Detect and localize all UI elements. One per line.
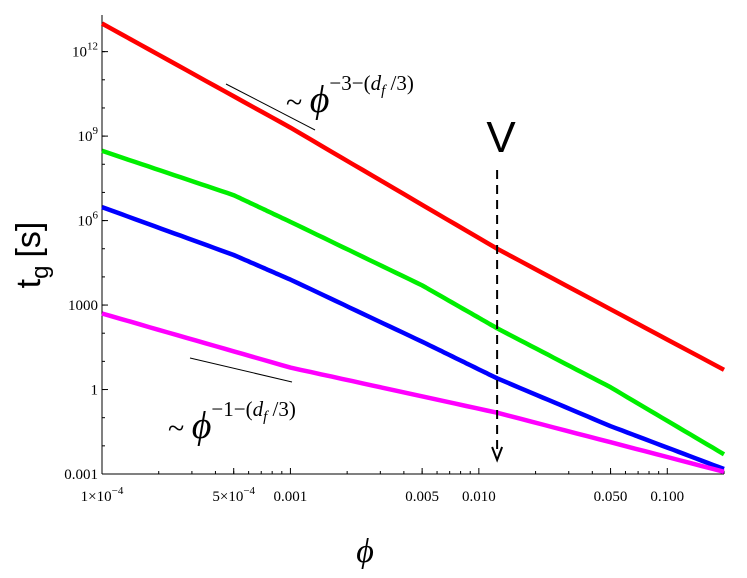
lower-slope-exponent-var: d [253, 397, 264, 421]
x-tick-label: 0.010 [462, 489, 496, 505]
series-line-3 [101, 204, 725, 472]
upper-slope-annotation: ~ ϕ−3−(df /3) [286, 71, 414, 121]
y-tick-label: 109 [78, 125, 99, 145]
y-tick-label: 1000 [68, 298, 98, 314]
x-tick-label-sup: −4 [112, 485, 124, 497]
y-tick-label-text: 10 [78, 129, 93, 145]
lower-slope-exponent: −1−( [211, 397, 252, 421]
x-tick-label-text: 1×10 [81, 489, 112, 505]
upper-slope-exponent-sub: f [381, 83, 387, 99]
series-line-2 [101, 148, 726, 457]
x-axis-ticks: 1×10−4 5×10−4 0.001 0.005 0.010 0.050 0.100 [81, 468, 725, 505]
y-tick-label-sup: 12 [87, 41, 98, 53]
x-tick-label-sup: −4 [243, 485, 255, 497]
lower-slope-exponent-sub: f [263, 409, 269, 425]
x-tick-label: 0.005 [405, 489, 439, 505]
x-tick-label-text: 0.100 [650, 489, 684, 505]
x-tick-label: 0.001 [274, 489, 308, 505]
x-tick-label: 5×10−4 [212, 485, 255, 505]
y-tick-label: 1 [91, 383, 99, 399]
x-tick-label-text: 0.050 [594, 489, 628, 505]
lower-slope-prefix: ~ [168, 412, 192, 445]
x-tick-label: 0.100 [650, 489, 684, 505]
marker-label: V [486, 113, 516, 162]
y-tick-label-sup: 6 [93, 210, 99, 222]
upper-slope-exponent: −3−( [329, 71, 370, 95]
x-tick-label-text: 0.010 [462, 489, 496, 505]
upper-slope-symbol: ϕ [310, 79, 330, 121]
y-axis-title-unit: [s] [10, 222, 48, 258]
x-tick-label: 1×10−4 [81, 485, 124, 505]
marker-arrowhead [491, 446, 504, 463]
x-tick-label-text: 5×10 [212, 489, 243, 505]
series-line-4 [101, 311, 725, 474]
y-tick-label-sup: 9 [93, 125, 99, 137]
series-group [100, 21, 726, 474]
y-tick-label: 106 [78, 210, 99, 230]
y-axis-title: tg [s] [10, 222, 54, 289]
lower-slope-guide-line [189, 357, 293, 383]
series-line-1 [100, 21, 726, 372]
y-axis-title-sub: g [27, 266, 54, 279]
y-tick-label: 0.001 [64, 467, 98, 483]
x-axis-title: ϕ [356, 533, 374, 570]
x-tick-label-text: 0.001 [274, 489, 308, 505]
lower-slope-exponent-end: /3) [267, 397, 296, 421]
lower-slope-annotation: ~ ϕ−1−(df /3) [168, 397, 296, 447]
marker-group: V [486, 113, 516, 463]
y-tick-label-text: 10 [72, 45, 87, 61]
lower-slope-symbol: ϕ [192, 405, 212, 447]
x-tick-label: 0.050 [594, 489, 628, 505]
upper-slope-exponent-end: /3) [385, 71, 414, 95]
upper-slope-prefix: ~ [286, 86, 310, 119]
y-tick-label-text: 10 [78, 214, 93, 230]
y-tick-label: 1012 [72, 41, 98, 61]
plot-area: 1×10−4 5×10−4 0.001 0.005 0.010 0.050 0.100 0.… [64, 15, 726, 505]
y-axis-title-main: t [10, 278, 48, 288]
upper-slope-guide-line [225, 83, 316, 131]
x-tick-label-text: 0.005 [405, 489, 439, 505]
upper-slope-exponent-var: d [371, 71, 382, 95]
